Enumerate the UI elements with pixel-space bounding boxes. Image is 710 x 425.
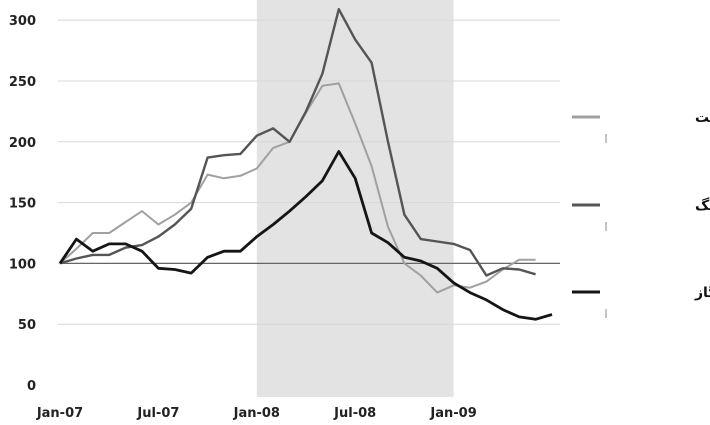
x-tick-label: Jul-07 xyxy=(136,406,179,421)
x-tick-label: Jan-08 xyxy=(233,406,280,421)
x-axis: Jan-07 Jul-07 Jan-08 Jul-08 Jan-09 xyxy=(36,406,477,421)
y-tick-label: 100 xyxy=(9,257,36,272)
series-lines xyxy=(58,7,553,321)
y-tick-label: 200 xyxy=(9,136,36,151)
x-tick-label: Jan-07 xyxy=(36,406,83,421)
legend-label: گاز xyxy=(694,284,710,301)
y-tick-label: 300 xyxy=(9,14,36,29)
y-tick-label: 150 xyxy=(9,197,36,212)
series-line xyxy=(58,150,553,321)
y-tick-label: 0 xyxy=(27,379,36,394)
y-tick-label: 250 xyxy=(9,75,36,90)
x-tick-label: Jan-09 xyxy=(429,406,476,421)
legend-label: ذغال سنگ xyxy=(695,197,710,214)
legend-label: نفت xyxy=(695,110,710,126)
legend: نفت ذغال سنگ گاز xyxy=(572,110,710,318)
y-axis: 0 50 100 150 200 250 300 xyxy=(9,14,36,394)
y-tick-label: 50 xyxy=(18,318,36,333)
x-tick-label: Jul-08 xyxy=(333,406,376,421)
shaded-period xyxy=(256,0,454,397)
series-line xyxy=(59,7,536,277)
